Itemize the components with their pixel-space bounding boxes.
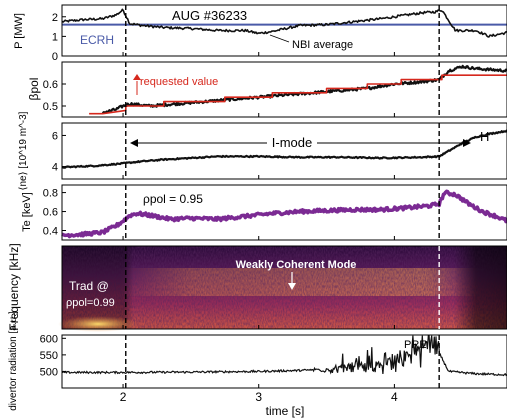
power-ylabel: P [MW]	[13, 13, 25, 49]
wcm-arrow-head	[288, 283, 296, 290]
i-mode-label-bg	[267, 134, 317, 151]
ytick-label: 500	[40, 366, 58, 378]
x-axis-ticks: 2 3 4	[120, 52, 398, 404]
h-mode-label: H	[480, 129, 489, 144]
divertor-radiation-line	[61, 335, 507, 377]
requested-arrow-head	[133, 74, 141, 80]
te-line	[61, 189, 507, 239]
panel-beta-pol-frame	[61, 61, 507, 118]
ytick-label: 2	[52, 12, 58, 24]
beta-pol-series-layer	[89, 64, 507, 115]
nbi-label: NBI average	[292, 39, 353, 51]
ytick-label: 0.6	[43, 207, 58, 219]
x-axis-label: time [s]	[266, 404, 305, 418]
panel-power-frame	[61, 4, 507, 57]
panel-beta-pol: 0.5 0.6 βpol requested value	[27, 61, 507, 118]
divertor-yticks: 500 550 600	[40, 333, 66, 378]
te-ylabel: Te [keV]	[21, 192, 33, 232]
trad-rho-label: ρpol=0.99	[66, 297, 115, 309]
panel-spectrogram: Frequency [kHz] Weakly Coherent Mode Tra…	[7, 243, 507, 332]
ytick-label: 0.6	[43, 79, 58, 91]
requested-value-label: requested value	[140, 76, 218, 88]
ytick-label: 600	[40, 333, 58, 345]
panel-power: 0 1 2 P [MW] AUG #36233 ECRH NBI average	[13, 4, 507, 63]
xtick-label: 2	[120, 390, 127, 404]
nbi-average-line	[61, 8, 507, 38]
density-series-layer	[61, 129, 507, 169]
power-series-layer	[61, 8, 507, 38]
divertor-ylabel: divertor radiation [a.u.]	[8, 311, 19, 411]
beta-pol-ylabel: βpol	[27, 78, 41, 101]
xtick-label: 3	[255, 390, 262, 404]
i-mode-label: I-mode	[272, 135, 312, 150]
panel-te-frame	[61, 184, 507, 241]
panel-spectrogram-frame	[61, 245, 507, 330]
panel-divertor: 500 550 600 divertor radiation [a.u.] PRE	[8, 311, 507, 411]
panel-density: 46 ⟨ne⟩ [10^19 m^-3] I-mode H	[18, 111, 507, 190]
power-yticks: 0 1 2	[52, 12, 66, 63]
transition-markers	[125, 5, 440, 388]
spectrogram-low-freq-glow	[58, 316, 138, 332]
panel-te: 0.4 0.6 0.8 Te [keV] ρpol = 0.95	[21, 184, 507, 241]
trad-label: Trad @	[69, 279, 109, 293]
density-line	[61, 129, 507, 169]
ytick-label: 0.8	[43, 188, 58, 200]
ytick-label: 4	[52, 162, 58, 174]
density-ylabel: ⟨ne⟩ [10^19 m^-3]	[18, 111, 29, 190]
te-yticks: 0.4 0.6 0.8	[43, 188, 66, 238]
i-mode-arrow-head-right	[463, 139, 471, 147]
wcm-label: Weakly Coherent Mode	[236, 259, 357, 271]
spectrogram-shade	[62, 246, 507, 329]
ytick-label: 0.5	[43, 101, 58, 113]
shot-number-label: AUG #36233	[172, 8, 247, 23]
panel-divertor-frame	[61, 334, 507, 389]
ytick-label: 0.4	[43, 226, 58, 238]
ytick-label: 550	[40, 350, 58, 362]
density-yticks: 46	[52, 130, 66, 174]
pre-label: PRE	[404, 339, 427, 351]
spectrogram-ylabel: Frequency [kHz]	[7, 243, 21, 330]
ytick-label: 1	[52, 31, 58, 43]
xtick-label: 4	[391, 390, 398, 404]
ytick-label: 0	[52, 51, 58, 63]
nbi-label-pointer	[269, 34, 290, 43]
i-mode-arrow-head-left	[130, 139, 138, 147]
panel-density-frame	[61, 122, 507, 180]
ecrh-label: ECRH	[80, 33, 114, 47]
rho-pol-label: ρpol = 0.95	[143, 192, 203, 206]
te-series-layer	[61, 189, 507, 239]
divertor-series-layer	[61, 335, 507, 377]
ytick-label: 6	[52, 130, 58, 142]
beta-pol-yticks: 0.5 0.6	[43, 79, 66, 113]
